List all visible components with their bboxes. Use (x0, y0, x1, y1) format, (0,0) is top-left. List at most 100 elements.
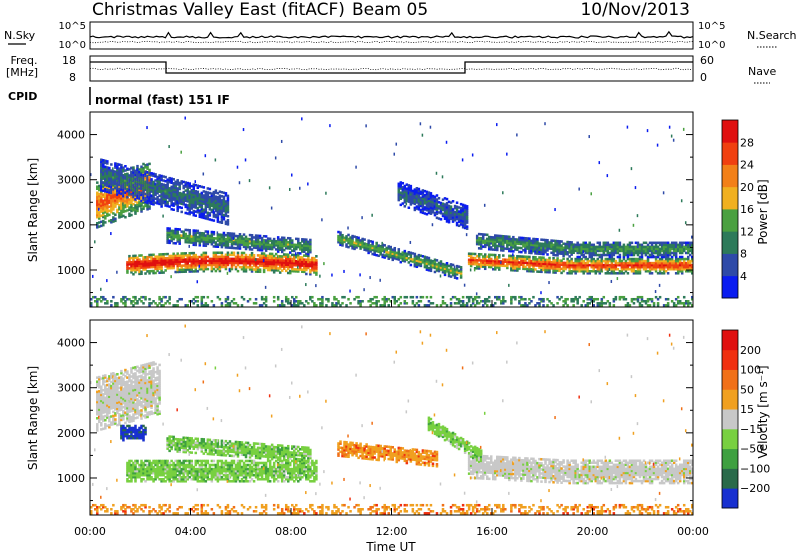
power-cell (582, 250, 584, 254)
power-cell (152, 180, 155, 184)
power-cell (614, 295, 618, 299)
power-cell (184, 304, 187, 307)
power-cell (204, 154, 207, 158)
power-cell (594, 245, 598, 249)
power-cell (550, 302, 553, 305)
power-cell (224, 212, 228, 215)
power-cell (182, 198, 185, 202)
power-cell (106, 200, 109, 203)
power-cell (222, 259, 226, 263)
power-cell (449, 205, 453, 208)
power-cell (618, 259, 622, 263)
power-cell (246, 255, 250, 259)
power-cell (419, 254, 423, 257)
power-cell (459, 221, 463, 224)
power-cell (636, 214, 639, 218)
power-cell (192, 251, 196, 255)
power-cell (502, 237, 505, 240)
power-cell (528, 263, 531, 267)
power-cell (489, 304, 493, 307)
power-cell (122, 297, 125, 301)
power-cell (138, 297, 141, 301)
power-cell (307, 264, 310, 268)
power-cell (403, 251, 407, 255)
power-cell (210, 208, 214, 212)
power-cell (602, 253, 606, 257)
power-cell (477, 240, 481, 244)
power-cell (100, 300, 103, 303)
power-cell (293, 263, 296, 267)
power-cell (373, 247, 376, 250)
power-cell (528, 265, 531, 269)
power-cell (188, 202, 191, 206)
power-cell (477, 255, 481, 258)
power-cell (260, 258, 264, 261)
power-cell (552, 261, 555, 264)
power-cell (469, 252, 473, 256)
power-cell (415, 263, 419, 266)
power-cell (226, 302, 230, 305)
power-cell (176, 262, 179, 266)
power-cell (96, 213, 99, 217)
power-cell (166, 258, 169, 262)
power-cell (339, 231, 342, 234)
power-cell (138, 195, 141, 198)
power-cell (339, 233, 342, 236)
power-cell (148, 259, 151, 263)
power-cell (642, 259, 646, 263)
power-cell (142, 201, 145, 204)
power-cell (475, 267, 479, 270)
cpid-label: CPID (8, 90, 37, 103)
power-cell (192, 191, 196, 195)
power-cell (548, 258, 551, 262)
power-cell (580, 253, 583, 257)
power-cell (626, 267, 630, 271)
power-cell (102, 183, 105, 186)
power-cell (204, 204, 208, 208)
power-cell (116, 189, 119, 192)
power-cell (421, 259, 425, 262)
power-cell (317, 297, 320, 301)
power-cell (280, 263, 284, 266)
power-cell (148, 183, 151, 187)
power-cell (276, 259, 280, 262)
power-cell (206, 263, 210, 267)
power-cell (136, 180, 139, 183)
power-cell (158, 202, 161, 206)
power-cell (481, 263, 485, 266)
power-cell (514, 242, 517, 245)
power-cell (104, 208, 107, 212)
power-cell (343, 240, 346, 244)
power-cell (487, 295, 491, 299)
power-cell (262, 262, 266, 266)
power-cell (168, 191, 171, 194)
power-cell (106, 279, 108, 283)
power-cell (282, 244, 286, 248)
date-label: 10/Nov/2013 (580, 0, 690, 20)
power-cell (162, 263, 165, 266)
power-cell (612, 247, 616, 251)
power-cell (608, 265, 612, 269)
power-cell (172, 202, 175, 205)
power-cell (188, 190, 191, 193)
power-cell (260, 254, 264, 257)
power-cell (421, 133, 424, 137)
power-cell (240, 241, 244, 244)
power-cell (236, 261, 240, 265)
power-cell (313, 256, 316, 260)
power-cell (500, 236, 503, 240)
power-cell (158, 178, 161, 181)
power-cell (562, 269, 565, 273)
power-cell (152, 196, 155, 200)
power-cell (208, 201, 212, 205)
power-cell (272, 239, 276, 243)
power-cell (224, 242, 228, 245)
power-cell (136, 176, 139, 179)
power-cell (156, 183, 159, 187)
power-cell (140, 175, 143, 178)
power-cell (174, 254, 177, 258)
power-cell (220, 245, 224, 249)
power-cell (156, 202, 159, 205)
power-cell (500, 242, 503, 246)
power-cell (226, 242, 230, 245)
